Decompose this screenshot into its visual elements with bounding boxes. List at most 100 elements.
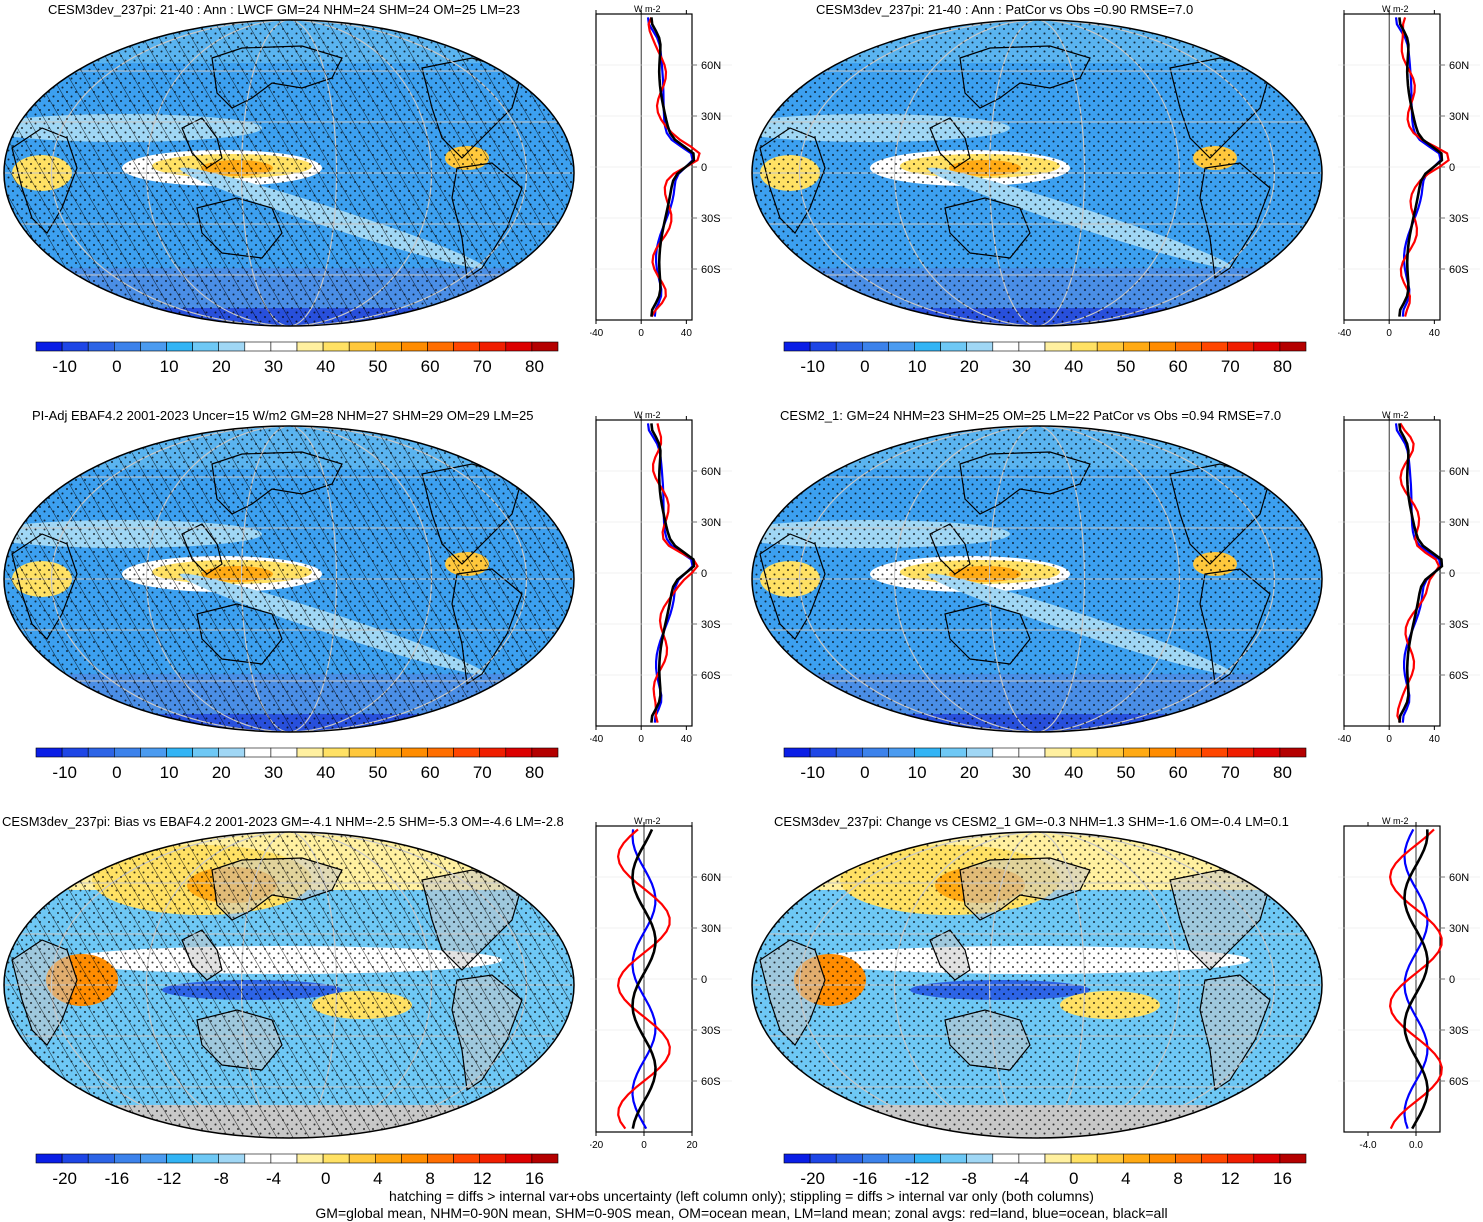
zonal-x-tick: -40	[590, 328, 604, 339]
colorbar-2: -100102030405060708090	[783, 341, 1307, 376]
colorbar-label: -16	[105, 1169, 130, 1188]
colorbar-1: -100102030405060708090	[35, 341, 559, 376]
colorbar-label: 0	[112, 763, 121, 782]
zonal-plot-6: W m-2 60N 30N 0 30S 60S -4.0 0.0	[1338, 816, 1480, 1151]
colorbar-label: 30	[1012, 357, 1031, 376]
colorbar-label: 70	[473, 357, 492, 376]
colorbar-label: 20	[960, 763, 979, 782]
zonal-x-tick: -20	[590, 1140, 604, 1151]
colorbar-label: -10	[800, 357, 825, 376]
colorbar-label: 10	[908, 763, 927, 782]
colorbar-label: -16	[853, 1169, 878, 1188]
colorbar-label: -12	[905, 1169, 930, 1188]
zonal-line-all	[1403, 829, 1429, 1130]
colorbar-label: 4	[373, 1169, 382, 1188]
colorbar-label: 70	[1221, 357, 1240, 376]
colorbar-label: -20	[800, 1169, 825, 1188]
colorbar-label: 80	[1273, 357, 1292, 376]
colorbar-label: -10	[52, 763, 77, 782]
zonal-lat-tick: 60S	[1449, 264, 1469, 276]
zonal-plot-3: W m-2 60N 30N 0 30S 60S -40 0 40	[590, 410, 732, 745]
panel-title-5: CESM3dev_237pi: Bias vs EBAF4.2 2001-202…	[2, 814, 564, 829]
zonal-lat-tick: 30S	[701, 213, 721, 225]
zonal-lat-tick: 30N	[701, 111, 721, 123]
zonal-lat-tick: 60N	[1449, 466, 1469, 478]
zonal-x-tick: 0	[1386, 328, 1392, 339]
colorbar-label: 12	[1221, 1169, 1240, 1188]
zonal-lat-tick: 0	[1449, 568, 1455, 580]
zonal-lat-tick: 30S	[1449, 213, 1469, 225]
zonal-x-tick: 40	[1429, 734, 1441, 745]
colorbar-label: -8	[214, 1169, 229, 1188]
zonal-x-tick: 40	[681, 328, 693, 339]
colorbar-label: 10	[160, 763, 179, 782]
zonal-lat-tick: 60S	[701, 670, 721, 682]
zonal-line-ocean	[631, 829, 657, 1130]
zonal-x-tick: -40	[590, 734, 604, 745]
zonal-lat-tick: 60N	[701, 872, 721, 884]
zonal-lat-tick: 30S	[1449, 619, 1469, 631]
colorbar-label: -12	[157, 1169, 182, 1188]
footer-note-1: hatching = diffs > internal var+obs unce…	[389, 1188, 1094, 1204]
zonal-x-tick: 0	[638, 328, 644, 339]
zonal-x-tick: -40	[1338, 734, 1352, 745]
panel-title-2: CESM3dev_237pi: 21-40 : Ann : PatCor vs …	[816, 2, 1194, 17]
colorbar-label: 50	[1116, 763, 1135, 782]
zonal-line-land	[1388, 828, 1443, 1130]
zonal-line-all	[1398, 17, 1444, 317]
colorbar-label: 0	[860, 763, 869, 782]
colorbar-label: -4	[266, 1169, 281, 1188]
zonal-lat-tick: 0	[701, 568, 707, 580]
zonal-plot-4: W m-2 60N 30N 0 30S 60S -40 0 40	[1338, 410, 1480, 745]
colorbar-4: -100102030405060708090	[783, 747, 1307, 782]
zonal-units-label: W m-2	[1382, 4, 1409, 14]
colorbar-label: 20	[212, 763, 231, 782]
colorbar-5: -20-16-12-8-4048121620	[35, 1153, 559, 1188]
zonal-units-label: W m-2	[634, 816, 661, 826]
colorbar-label: 50	[368, 357, 387, 376]
colorbar-6: -20-16-12-8-4048121620	[783, 1153, 1307, 1188]
colorbar-label: -10	[800, 763, 825, 782]
colorbar-label: 30	[264, 357, 283, 376]
colorbar-label: -10	[52, 357, 77, 376]
map-panel-3	[3, 425, 575, 733]
colorbar-label: 30	[264, 763, 283, 782]
zonal-lat-tick: 0	[701, 162, 707, 174]
zonal-lat-tick: 60N	[701, 60, 721, 72]
zonal-x-tick: 40	[1429, 328, 1441, 339]
colorbar-label: 50	[1116, 357, 1135, 376]
colorbar-label: 60	[421, 763, 440, 782]
colorbar-label: 30	[1012, 763, 1031, 782]
zonal-lat-tick: 0	[1449, 162, 1455, 174]
colorbar-label: 80	[1273, 763, 1292, 782]
zonal-line-all	[650, 423, 696, 723]
colorbar-label: 50	[368, 763, 387, 782]
zonal-lat-tick: 60N	[1449, 60, 1469, 72]
colorbar-label: 40	[1064, 357, 1083, 376]
colorbar-label: 12	[473, 1169, 492, 1188]
colorbar-label: 70	[1221, 763, 1240, 782]
zonal-lat-tick: 30N	[1449, 111, 1469, 123]
zonal-lat-tick: 30N	[1449, 517, 1469, 529]
zonal-lat-tick: 60S	[701, 264, 721, 276]
zonal-x-tick: -4.0	[1359, 1140, 1377, 1151]
colorbar-label: 70	[473, 763, 492, 782]
colorbar-label: -8	[962, 1169, 977, 1188]
colorbar-label: 8	[425, 1169, 434, 1188]
colorbar-label: 60	[421, 357, 440, 376]
zonal-lat-tick: 60S	[1449, 670, 1469, 682]
colorbar-label: 10	[908, 357, 927, 376]
colorbar-label: 40	[316, 357, 335, 376]
zonal-units-label: W m-2	[1382, 410, 1409, 420]
colorbar-label: 60	[1169, 357, 1188, 376]
panel-title-3: PI-Adj EBAF4.2 2001-2023 Uncer=15 W/m2 G…	[32, 408, 534, 423]
zonal-line-ocean	[1403, 828, 1429, 1129]
colorbar-label: 0	[1069, 1169, 1078, 1188]
panel-title-1: CESM3dev_237pi: 21-40 : Ann : LWCF GM=24…	[48, 2, 520, 17]
zonal-lat-tick: 30S	[701, 1025, 721, 1037]
zonal-x-tick: 40	[681, 734, 693, 745]
zonal-lat-tick: 0	[701, 974, 707, 986]
colorbar-label: 80	[525, 357, 544, 376]
map-panel-6	[751, 831, 1323, 1139]
zonal-line-all	[1398, 423, 1444, 723]
